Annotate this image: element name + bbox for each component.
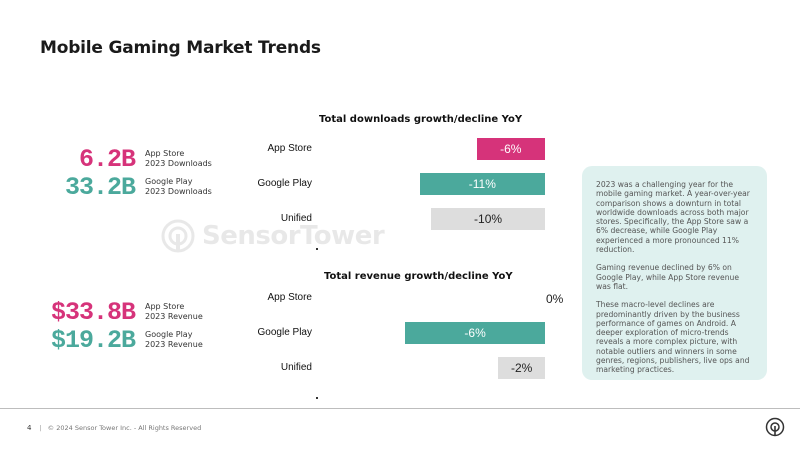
bar-value-label: -6% [464, 326, 486, 340]
stat-label: Google Play 2023 Downloads [145, 177, 212, 196]
stat-label: App Store 2023 Revenue [145, 302, 203, 321]
category-label: App Store [267, 292, 312, 303]
stat-app-store-revenue: $33.8B App Store 2023 Revenue [30, 297, 230, 327]
bar-value-label: -6% [500, 142, 522, 156]
stat-google-play-downloads: 33.2B Google Play 2023 Downloads [30, 172, 230, 202]
stat-value: 33.2B [64, 172, 136, 202]
bar-value-label: 0% [546, 292, 564, 306]
page-number: 4 [27, 424, 32, 432]
category-label: App Store [267, 143, 312, 154]
bar-value-label: -2% [511, 361, 533, 375]
stat-google-play-revenue: $19.2B Google Play 2023 Revenue [30, 325, 230, 355]
chart-marker-dot [316, 248, 318, 250]
stat-app-store-downloads: 6.2B App Store 2023 Downloads [30, 144, 230, 174]
sensor-tower-watermark: SensorTower [160, 218, 385, 254]
bar: -2% [498, 357, 545, 379]
footer-divider [0, 408, 800, 409]
commentary-box: 2023 was a challenging year for the mobi… [582, 166, 767, 380]
footer: 4 | © 2024 Sensor Tower Inc. - All Right… [27, 424, 201, 432]
category-label: Google Play [257, 327, 312, 338]
stat-value: $19.2B [50, 325, 136, 355]
category-label: Unified [280, 213, 312, 224]
watermark-text: SensorTower [202, 221, 385, 251]
bar: -6% [405, 322, 545, 344]
sensor-tower-logo-icon [161, 219, 195, 253]
downloads-stats: 6.2B App Store 2023 Downloads 33.2B Goog… [30, 144, 230, 202]
revenue-stats: $33.8B App Store 2023 Revenue $19.2B Goo… [30, 297, 230, 355]
stat-label: Google Play 2023 Revenue [145, 330, 203, 349]
stat-value: $33.8B [50, 297, 136, 327]
chart-marker-dot [316, 397, 318, 399]
bar: -11% [419, 173, 545, 195]
bar: -10% [431, 208, 545, 230]
revenue-chart-title: Total revenue growth/decline YoY [324, 271, 513, 282]
category-label: Google Play [257, 178, 312, 189]
stat-value: 6.2B [78, 144, 136, 174]
bar-value-label: -11% [468, 177, 496, 191]
bar: -6% [476, 138, 545, 160]
bar-value-label: -10% [474, 212, 503, 226]
commentary-paragraph: These macro-level declines are predomina… [596, 300, 750, 375]
commentary-paragraph: Gaming revenue declined by 6% on Google … [596, 263, 740, 291]
footer-separator: | [39, 424, 42, 432]
footer-logo-icon [765, 417, 785, 442]
category-label: Unified [280, 362, 312, 373]
copyright-text: © 2024 Sensor Tower Inc. - All Rights Re… [47, 424, 202, 432]
page-title: Mobile Gaming Market Trends [40, 38, 321, 58]
commentary-paragraph: 2023 was a challenging year for the mobi… [596, 180, 750, 255]
downloads-chart-title: Total downloads growth/decline YoY [319, 114, 523, 125]
stat-label: App Store 2023 Downloads [145, 149, 212, 168]
